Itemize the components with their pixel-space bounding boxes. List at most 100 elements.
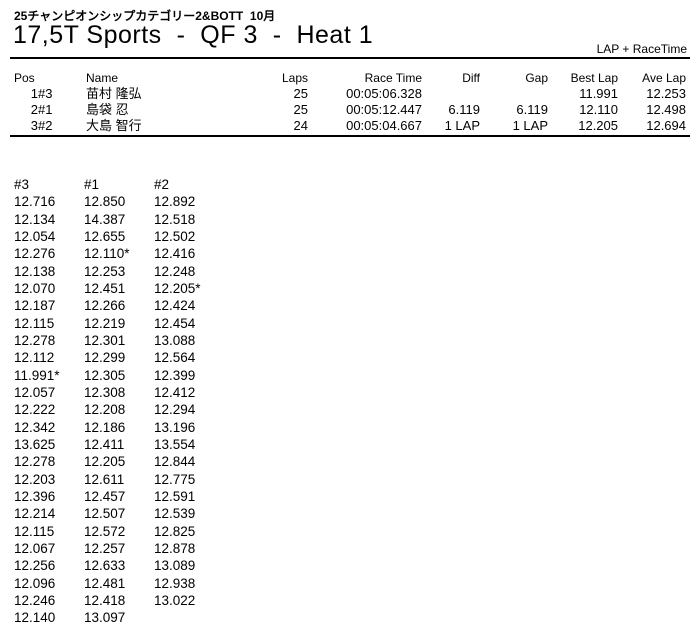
lap-time-cell: 12.591 bbox=[154, 488, 196, 504]
lap-time-cell: 12.424 bbox=[154, 298, 196, 314]
lap-row: 12.203 12.611 12.775 bbox=[14, 471, 224, 488]
lap-time-cell: 12.481 bbox=[84, 575, 126, 591]
ave-lap: 12.253 bbox=[646, 86, 686, 101]
lap-time-cell: 12.214 bbox=[14, 506, 56, 522]
lap-time-cell: 12.134 bbox=[14, 211, 56, 227]
col-header-avelap: Ave Lap bbox=[642, 71, 686, 85]
lap-time-cell: 12.253 bbox=[84, 263, 126, 279]
ave-lap: 12.694 bbox=[646, 118, 686, 133]
laps: 25 bbox=[293, 102, 308, 117]
lap-time-cell: 12.308 bbox=[84, 384, 126, 400]
lap-row: 12.138 12.253 12.248 bbox=[14, 263, 224, 280]
lap-row: 12.112 12.299 12.564 bbox=[14, 349, 224, 366]
lap-col-header-car2: #2 bbox=[154, 177, 170, 192]
lap-table-body: 12.716 12.850 12.892 12.134 14.387 12.518 12.0… bbox=[14, 193, 224, 626]
race-time: 00:05:12.447 bbox=[346, 102, 422, 117]
gap: 6.119 bbox=[516, 102, 548, 117]
lap-time-cell: 12.301 bbox=[84, 332, 126, 348]
lap-time-cell: 12.539 bbox=[154, 506, 196, 522]
lap-time-cell: 12.266 bbox=[84, 298, 126, 314]
lap-time-cell: 11.991* bbox=[14, 367, 60, 383]
lap-row: 12.222 12.208 12.294 bbox=[14, 401, 224, 418]
lap-row: 12.096 12.481 12.938 bbox=[14, 575, 224, 592]
lap-time-cell: 12.205 bbox=[84, 454, 126, 470]
results-header-row: Pos Name Laps Race Time Diff Gap Best La… bbox=[14, 71, 686, 86]
lap-time-cell: 12.457 bbox=[84, 488, 126, 504]
car-number: #2 bbox=[38, 118, 53, 133]
car-number: #3 bbox=[38, 86, 53, 101]
lap-time-cell: 12.412 bbox=[154, 384, 196, 400]
position: 3 bbox=[30, 118, 38, 133]
lap-time-cell: 12.070 bbox=[14, 280, 56, 296]
diff: 1 LAP bbox=[444, 118, 480, 133]
lap-row: 11.991* 12.305 12.399 bbox=[14, 367, 224, 384]
lap-time-cell: 12.246 bbox=[14, 592, 56, 608]
lap-row: 12.342 12.186 13.196 bbox=[14, 419, 224, 436]
lap-time-cell: 12.342 bbox=[14, 419, 56, 435]
lap-time-cell: 12.115 bbox=[14, 523, 55, 539]
lap-time-cell: 12.850 bbox=[84, 194, 126, 210]
col-header-pos: Pos bbox=[14, 71, 35, 85]
lap-time-cell: 12.844 bbox=[154, 454, 196, 470]
lap-time-cell: 12.096 bbox=[14, 575, 56, 591]
lap-col-header-car3: #3 bbox=[14, 177, 30, 192]
results-divider bbox=[10, 135, 690, 137]
lap-time-cell: 12.416 bbox=[154, 246, 196, 262]
lap-time-cell: 12.396 bbox=[14, 488, 56, 504]
col-header-name: Name bbox=[86, 71, 119, 85]
col-header-bestlap: Best Lap bbox=[570, 71, 618, 85]
col-header-car bbox=[38, 71, 86, 86]
lap-time-cell: 12.502 bbox=[154, 228, 196, 244]
lap-time-cell: 12.140 bbox=[14, 610, 56, 626]
diff: 6.119 bbox=[448, 102, 480, 117]
timing-mode-label: LAP + RaceTime bbox=[596, 42, 687, 56]
lap-time-cell: 12.112 bbox=[14, 350, 55, 366]
lap-time-cell: 12.411 bbox=[84, 436, 125, 452]
header-divider bbox=[10, 57, 690, 59]
lap-row: 12.115 12.572 12.825 bbox=[14, 523, 224, 540]
lap-time-cell: 12.203 bbox=[14, 471, 56, 487]
lap-time-cell: 12.655 bbox=[84, 228, 126, 244]
lap-time-cell: 12.878 bbox=[154, 540, 196, 556]
lap-time-cell: 12.775 bbox=[154, 471, 196, 487]
lap-row: 12.057 12.308 12.412 bbox=[14, 384, 224, 401]
lap-time-cell: 12.633 bbox=[84, 558, 126, 574]
lap-time-cell: 12.115 bbox=[14, 315, 55, 331]
lap-time-cell: 12.418 bbox=[84, 592, 126, 608]
col-header-diff: Diff bbox=[462, 71, 480, 85]
race-time: 00:05:06.328 bbox=[346, 86, 422, 101]
lap-time-cell: 12.067 bbox=[14, 540, 56, 556]
event-subtitle: 25チャンピオンシップカテゴリー2&BOTT 10月 bbox=[14, 9, 276, 23]
lap-time-cell: 12.507 bbox=[84, 506, 126, 522]
lap-time-cell: 13.625 bbox=[14, 436, 56, 452]
lap-row: 12.140 13.097 bbox=[14, 609, 224, 626]
lap-time-cell: 12.572 bbox=[84, 523, 126, 539]
lap-row: 12.396 12.457 12.591 bbox=[14, 488, 224, 505]
gap bbox=[480, 86, 548, 102]
lap-time-cell: 12.138 bbox=[14, 263, 56, 279]
gap: 1 LAP bbox=[512, 118, 548, 133]
lap-row: 12.214 12.507 12.539 bbox=[14, 505, 224, 522]
lap-row: 13.625 12.411 13.554 bbox=[14, 436, 224, 453]
laps: 25 bbox=[293, 86, 308, 101]
lap-row: 12.115 12.219 12.454 bbox=[14, 315, 224, 332]
diff bbox=[422, 86, 480, 102]
lap-time-cell: 12.454 bbox=[154, 315, 196, 331]
lap-time-cell: 13.097 bbox=[84, 610, 126, 626]
result-row: 3 #2 大島 智行 24 00:05:04.667 1 LAP 1 LAP 1… bbox=[14, 118, 686, 134]
lap-time-cell: 12.219 bbox=[84, 315, 126, 331]
lap-table-header: #3 #1 #2 bbox=[14, 176, 224, 193]
result-row: 2 #1 島袋 忍 25 00:05:12.447 6.119 6.119 12… bbox=[14, 102, 686, 118]
lap-time-cell: 12.278 bbox=[14, 332, 56, 348]
lap-time-cell: 12.054 bbox=[14, 228, 56, 244]
best-lap: 12.110 bbox=[579, 102, 618, 117]
results-table: Pos Name Laps Race Time Diff Gap Best La… bbox=[14, 71, 686, 134]
lap-row: 12.054 12.655 12.502 bbox=[14, 228, 224, 245]
lap-time-cell: 12.299 bbox=[84, 350, 126, 366]
lap-time-cell: 12.294 bbox=[154, 402, 196, 418]
lap-row: 12.278 12.205 12.844 bbox=[14, 453, 224, 470]
lap-row: 12.246 12.418 13.022 bbox=[14, 592, 224, 609]
lap-col-header-car1: #1 bbox=[84, 177, 100, 192]
lap-row: 12.276 12.110* 12.416 bbox=[14, 245, 224, 262]
lap-row: 12.070 12.451 12.205* bbox=[14, 280, 224, 297]
